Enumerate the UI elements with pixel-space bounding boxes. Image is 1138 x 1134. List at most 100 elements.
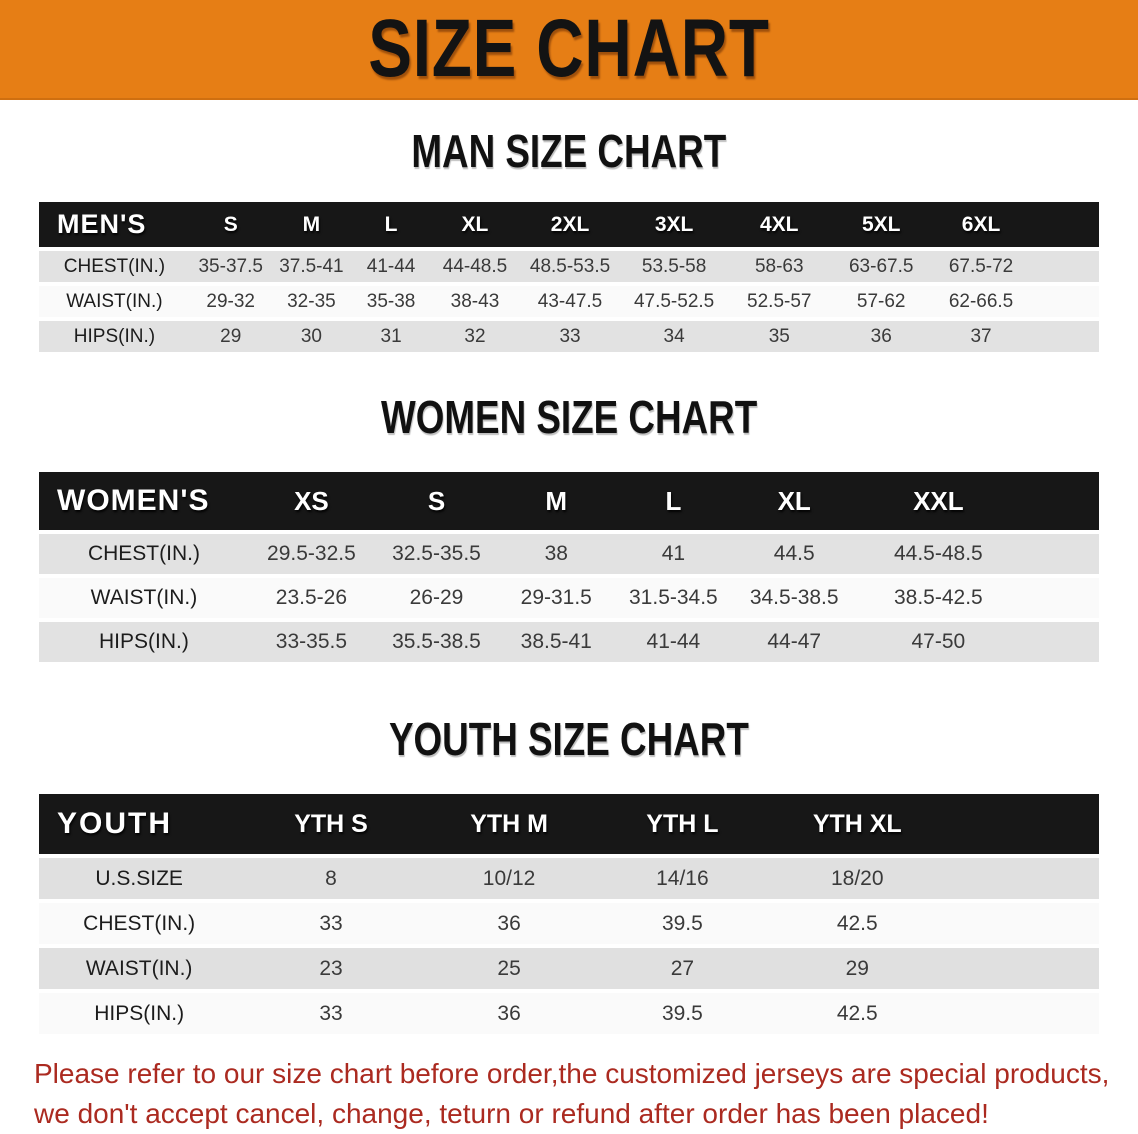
mens-size-column-header: M (271, 202, 352, 247)
mens-size-column-header: 4XL (727, 202, 832, 247)
youth-heading-text: YOUTH SIZE CHART (389, 713, 749, 765)
size-value-cell: 39.5 (595, 903, 770, 944)
size-value-cell: 25 (422, 948, 596, 989)
size-value-cell: 32.5-35.5 (373, 534, 500, 574)
youth-size-table: YOUTH YTH S YTH M YTH L YTH XL U.S.SIZE 8 10/12… (39, 790, 1099, 1038)
mens-size-column-header: 6XL (931, 202, 1031, 247)
size-value-cell: 10/12 (422, 858, 596, 899)
size-value-cell: 62-66.5 (931, 286, 1031, 317)
womens-measurement-row: CHEST(IN.) 29.5-32.5 32.5-35.5 38 41 44.5 44.5… (39, 534, 1099, 574)
size-value-cell: 39.5 (595, 993, 770, 1034)
size-value-cell: 29 (189, 321, 272, 352)
womens-size-column-header: L (613, 472, 734, 530)
womens-group-label: WOMEN'S (39, 472, 249, 530)
youth-header-spacer (945, 794, 1099, 854)
womens-size-table: WOMEN'S XS S M L XL XXL CHEST(IN.) 29.5-32.5 32.5… (39, 468, 1099, 666)
size-value-cell: 38.5-41 (499, 622, 614, 662)
row-label-cell: CHEST(IN.) (39, 251, 190, 282)
womens-size-column-header: XL (733, 472, 856, 530)
row-spacer-cell (1030, 251, 1099, 282)
size-value-cell: 58-63 (727, 251, 832, 282)
mens-size-column-header: 2XL (519, 202, 621, 247)
size-value-cell: 18/20 (769, 858, 946, 899)
size-value-cell: 35-38 (351, 286, 431, 317)
row-spacer-cell (945, 858, 1099, 899)
youth-section-heading: YOUTH SIZE CHART (0, 666, 1138, 790)
mens-size-table: MEN'S S M L XL 2XL 3XL 4XL 5XL 6XL CHEST(IN.) 35-37… (39, 198, 1099, 356)
womens-size-column-header: XXL (855, 472, 1022, 530)
size-value-cell: 57-62 (831, 286, 932, 317)
mens-section-heading: MAN SIZE CHART (0, 100, 1138, 198)
size-value-cell: 29.5-32.5 (248, 534, 374, 574)
size-value-cell: 8 (239, 858, 423, 899)
size-value-cell: 63-67.5 (831, 251, 932, 282)
size-value-cell: 36 (831, 321, 932, 352)
size-value-cell: 52.5-57 (727, 286, 832, 317)
size-value-cell: 67.5-72 (931, 251, 1031, 282)
size-value-cell: 33 (239, 993, 423, 1034)
womens-measurement-row: HIPS(IN.) 33-35.5 35.5-38.5 38.5-41 41-44 44-… (39, 622, 1099, 662)
youth-measurement-row: U.S.SIZE 8 10/12 14/16 18/20 (39, 858, 1099, 899)
size-value-cell: 29-32 (189, 286, 272, 317)
size-value-cell: 32-35 (271, 286, 352, 317)
size-value-cell: 42.5 (769, 993, 946, 1034)
size-value-cell: 33 (239, 903, 423, 944)
size-value-cell: 47.5-52.5 (621, 286, 728, 317)
size-value-cell: 47-50 (855, 622, 1022, 662)
size-value-cell: 30 (271, 321, 352, 352)
size-value-cell: 35.5-38.5 (373, 622, 500, 662)
row-label-cell: CHEST(IN.) (39, 534, 249, 574)
row-label-cell: CHEST(IN.) (39, 903, 240, 944)
row-label-cell: WAIST(IN.) (39, 286, 190, 317)
size-value-cell: 31.5-34.5 (613, 578, 734, 618)
size-value-cell: 44.5 (733, 534, 856, 574)
size-value-cell: 44.5-48.5 (855, 534, 1022, 574)
banner: SIZE CHART (0, 0, 1138, 100)
womens-heading-text: WOMEN SIZE CHART (380, 391, 758, 443)
size-value-cell: 29 (769, 948, 946, 989)
size-value-cell: 34 (621, 321, 728, 352)
size-value-cell: 37.5-41 (271, 251, 352, 282)
size-value-cell: 35-37.5 (189, 251, 272, 282)
youth-size-column-header: YTH L (595, 794, 770, 854)
size-value-cell: 35 (727, 321, 832, 352)
size-value-cell: 27 (595, 948, 770, 989)
youth-size-column-header: YTH XL (769, 794, 946, 854)
womens-section: WOMEN SIZE CHART WOMEN'S XS S M L XL XXL CHEST(… (0, 356, 1138, 666)
womens-size-column-header: M (499, 472, 614, 530)
size-value-cell: 31 (351, 321, 431, 352)
size-value-cell: 38 (499, 534, 614, 574)
size-value-cell: 23 (239, 948, 423, 989)
size-value-cell: 34.5-38.5 (733, 578, 856, 618)
row-spacer-cell (1021, 534, 1099, 574)
mens-group-label: MEN'S (39, 202, 190, 247)
size-value-cell: 36 (422, 903, 596, 944)
size-value-cell: 14/16 (595, 858, 770, 899)
size-value-cell: 41-44 (613, 622, 734, 662)
youth-measurement-row: WAIST(IN.) 23 25 27 29 (39, 948, 1099, 989)
size-value-cell: 26-29 (373, 578, 500, 618)
youth-header-row: YOUTH YTH S YTH M YTH L YTH XL (39, 794, 1099, 854)
womens-size-column-header: S (373, 472, 500, 530)
mens-size-column-header: L (351, 202, 431, 247)
row-label-cell: HIPS(IN.) (39, 321, 190, 352)
banner-title: SIZE CHART (368, 3, 770, 94)
size-value-cell: 38-43 (430, 286, 520, 317)
row-spacer-cell (1030, 286, 1099, 317)
row-label-cell: HIPS(IN.) (39, 993, 240, 1034)
size-value-cell: 44-47 (733, 622, 856, 662)
row-spacer-cell (945, 903, 1099, 944)
mens-size-column-header: S (189, 202, 272, 247)
mens-header-row: MEN'S S M L XL 2XL 3XL 4XL 5XL 6XL (39, 202, 1099, 247)
size-value-cell: 23.5-26 (248, 578, 374, 618)
size-value-cell: 37 (931, 321, 1031, 352)
mens-measurement-row: HIPS(IN.) 29 30 31 32 33 34 35 36 37 (39, 321, 1099, 352)
size-value-cell: 33-35.5 (248, 622, 374, 662)
size-value-cell: 44-48.5 (430, 251, 520, 282)
size-value-cell: 48.5-53.5 (519, 251, 621, 282)
row-label-cell: HIPS(IN.) (39, 622, 249, 662)
row-spacer-cell (945, 993, 1099, 1034)
youth-group-label: YOUTH (39, 794, 240, 854)
womens-header-row: WOMEN'S XS S M L XL XXL (39, 472, 1099, 530)
